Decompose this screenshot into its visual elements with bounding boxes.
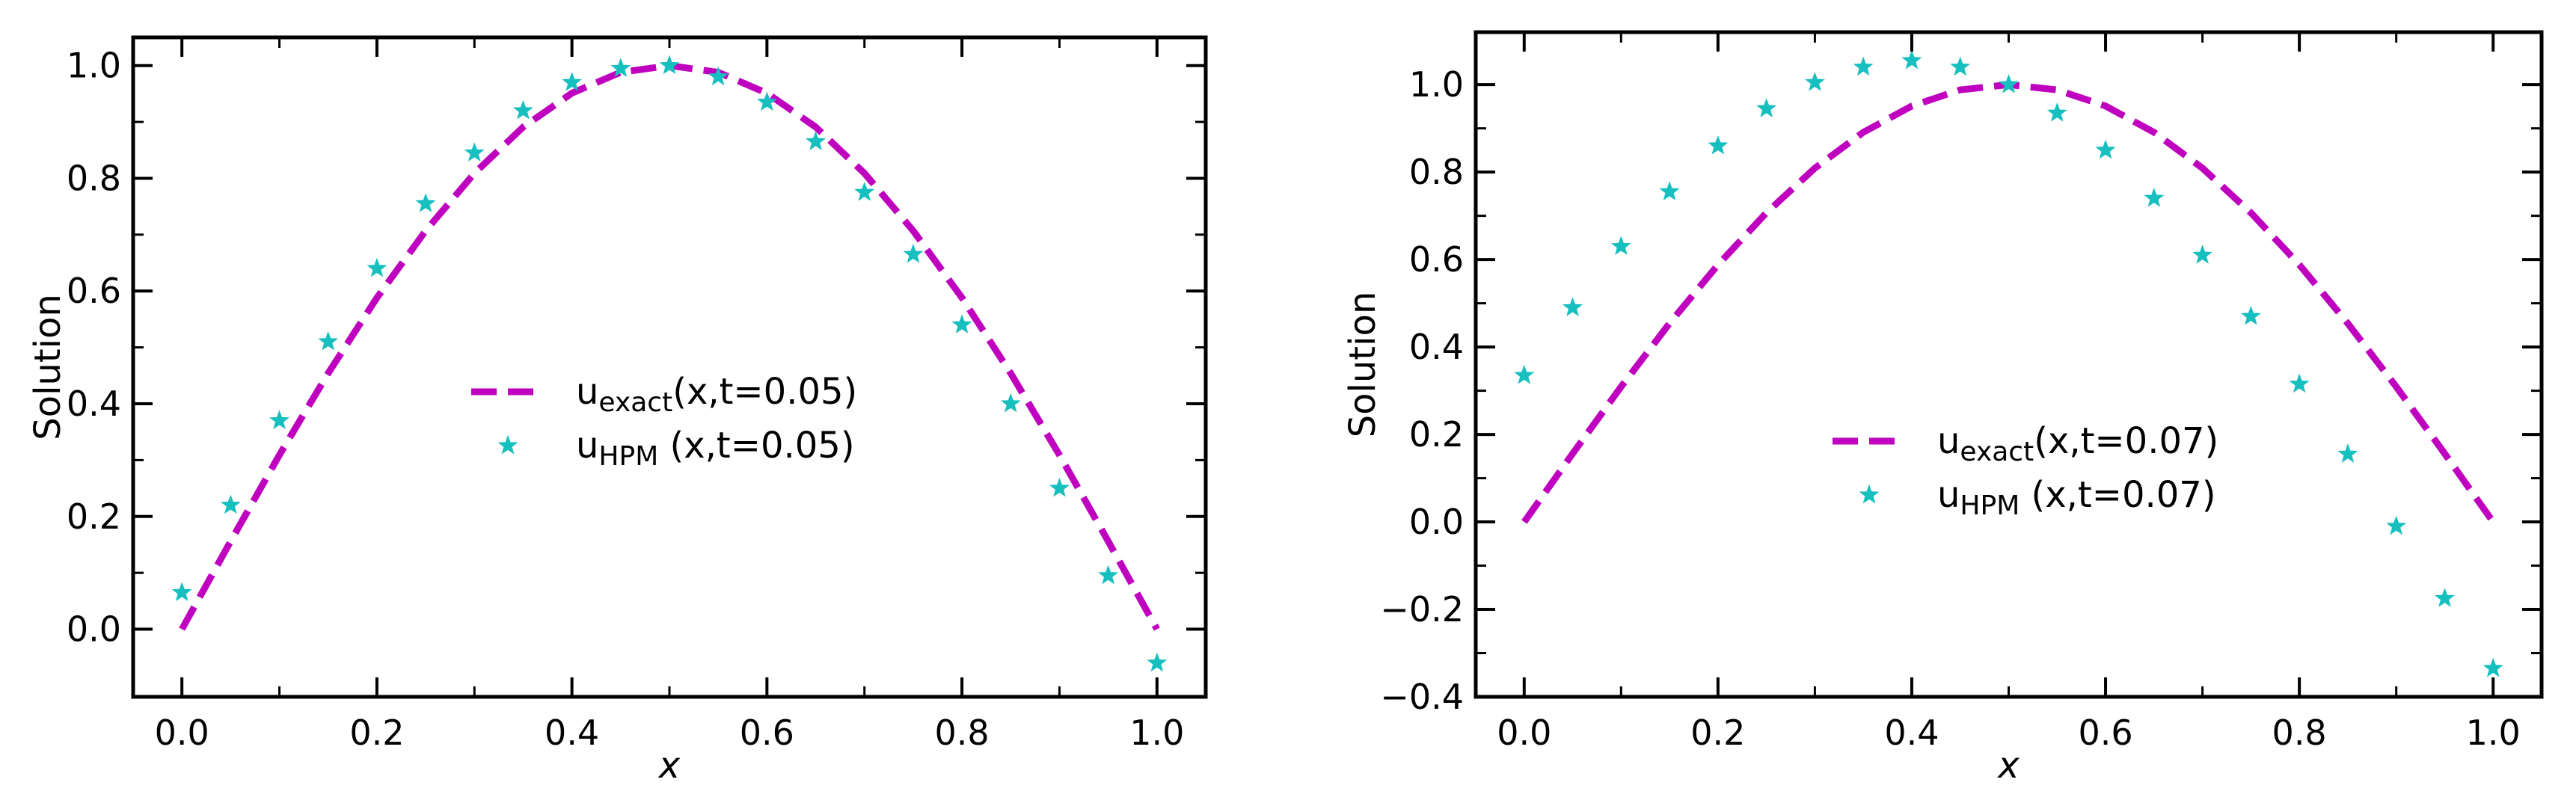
legend-star-swatch xyxy=(1859,484,1880,504)
hpm-point-6 xyxy=(464,142,485,161)
hpm-point-7 xyxy=(512,99,533,120)
hpm-point-17 xyxy=(2337,443,2358,463)
y-tick-label: 0.4 xyxy=(1409,327,1464,367)
hpm-point-11 xyxy=(2046,102,2067,122)
y-axis-label: Solution xyxy=(27,294,69,440)
legend-star-swatch xyxy=(497,434,518,455)
x-tick-label: 0.6 xyxy=(2078,713,2132,753)
hpm-point-5 xyxy=(1756,98,1777,117)
series-exact-line xyxy=(179,62,1160,631)
x-tick-label: 0.8 xyxy=(935,713,990,753)
hpm-point-7 xyxy=(1853,56,1874,76)
hpm-point-1 xyxy=(1563,297,1583,316)
y-tick-label: −0.4 xyxy=(1380,677,1464,717)
hpm-point-10 xyxy=(659,55,680,75)
legend-label: uHPM (x,t=0.07) xyxy=(1937,474,2216,521)
y-tick-label: 0.0 xyxy=(67,609,121,650)
hpm-point-15 xyxy=(903,243,924,263)
x-axis-label: x xyxy=(1996,745,2020,787)
hpm-point-5 xyxy=(415,193,436,212)
y-tick-label: 0.8 xyxy=(67,158,121,198)
plot-frame xyxy=(131,35,1208,699)
hpm-point-17 xyxy=(1000,393,1021,413)
legend-label: uexact(x,t=0.07) xyxy=(1937,420,2218,467)
y-tick-label: −0.2 xyxy=(1380,589,1464,630)
hpm-point-10 xyxy=(1999,74,2019,93)
hpm-point-14 xyxy=(854,182,875,201)
legend-label: uexact(x,t=0.05) xyxy=(576,371,857,418)
legend: uexact(x,t=0.07) uHPM (x,t=0.07) xyxy=(1833,420,2218,521)
hpm-point-3 xyxy=(318,330,339,351)
hpm-point-4 xyxy=(1708,135,1729,155)
x-tick-label: 0.4 xyxy=(545,713,599,753)
chart-panel-1: 0.0 0.2 0.4 0.6 0.8 1.0 0.0 0.2 0.4 0.6 0.8 1.0 x Sol… xyxy=(27,35,1208,787)
hpm-point-8 xyxy=(562,72,583,91)
hpm-point-4 xyxy=(367,257,387,277)
y-tick-label: 0.6 xyxy=(1409,239,1464,280)
hpm-point-13 xyxy=(806,131,827,150)
hpm-point-2 xyxy=(269,410,290,430)
x-tick-label: 0.2 xyxy=(349,713,404,753)
x-tick-label: 0.8 xyxy=(2272,713,2327,753)
hpm-point-9 xyxy=(610,58,631,77)
hpm-point-15 xyxy=(2240,306,2261,325)
y-tick-label: 0.0 xyxy=(1409,502,1464,542)
y-tick-label: 1.0 xyxy=(67,46,121,86)
y-axis-label: Solution xyxy=(1342,292,1384,438)
hpm-point-13 xyxy=(2144,188,2165,207)
y-tick-label: 0.6 xyxy=(67,271,121,311)
x-tick-label: 0.2 xyxy=(1690,713,1745,753)
x-tick-label: 1.0 xyxy=(1129,713,1184,753)
x-tick-label: 0.0 xyxy=(1497,713,1551,753)
hpm-point-11 xyxy=(708,66,729,86)
y-tick-label: 0.2 xyxy=(67,496,121,537)
hpm-point-1 xyxy=(220,494,241,514)
y-tick-label: 0.4 xyxy=(67,384,121,424)
hpm-point-6 xyxy=(1804,72,1825,91)
legend: uexact(x,t=0.05) uHPM (x,t=0.05) xyxy=(471,371,857,472)
hpm-point-18 xyxy=(1049,477,1070,497)
y-tick-label: 0.2 xyxy=(1409,414,1464,455)
x-tick-label: 0.4 xyxy=(1884,713,1939,753)
y-tick-label: 0.8 xyxy=(1409,152,1464,192)
hpm-point-18 xyxy=(2386,515,2407,535)
hpm-point-16 xyxy=(2289,373,2310,393)
hpm-point-9 xyxy=(1950,56,1971,76)
chart-panel-2: 0.0 0.2 0.4 0.6 0.8 1.0 −0.4 −0.2 0.0 0.2 0.4 0.6 0.… xyxy=(1342,30,2544,787)
x-tick-label: 0.6 xyxy=(740,713,794,753)
x-axis-label: x xyxy=(657,745,681,787)
hpm-point-8 xyxy=(1901,49,1922,70)
y-tick-label: 1.0 xyxy=(1409,64,1464,105)
hpm-point-12 xyxy=(756,91,777,111)
x-tick-label: 1.0 xyxy=(2466,713,2521,753)
hpm-point-0 xyxy=(171,582,192,601)
hpm-point-19 xyxy=(1098,564,1119,585)
hpm-point-19 xyxy=(2434,588,2455,607)
hpm-point-12 xyxy=(2095,139,2116,159)
hpm-point-2 xyxy=(1610,236,1631,256)
hpm-point-16 xyxy=(951,314,972,333)
hpm-point-20 xyxy=(2483,657,2503,677)
hpm-point-3 xyxy=(1659,181,1680,200)
hpm-point-20 xyxy=(1147,652,1168,672)
hpm-point-0 xyxy=(1514,364,1535,384)
legend-label: uHPM (x,t=0.05) xyxy=(576,425,855,472)
x-tick-label: 0.0 xyxy=(155,713,209,753)
hpm-point-14 xyxy=(2192,244,2213,264)
